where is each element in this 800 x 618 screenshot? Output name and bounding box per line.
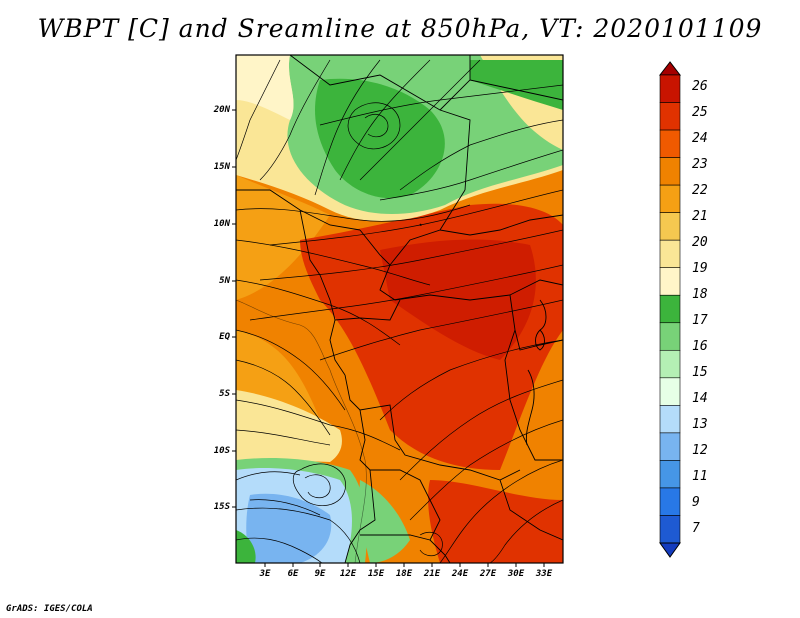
colorbar-box xyxy=(659,349,681,379)
lon-label: 27E xyxy=(479,569,497,579)
lat-label: EQ xyxy=(219,332,230,342)
colorbar-box xyxy=(659,487,681,516)
wbpt-field xyxy=(236,55,563,563)
colorbar-label: 26 xyxy=(692,79,708,94)
lat-label: 5N xyxy=(219,276,230,286)
lat-label: 10S xyxy=(213,446,230,456)
lon-label: 15E xyxy=(367,569,385,579)
streamlines xyxy=(236,59,563,563)
colorbar-box xyxy=(659,129,681,158)
colorbar-box xyxy=(659,515,681,544)
colorbar-box xyxy=(659,102,681,131)
country-borders xyxy=(236,55,563,563)
lon-label: 30E xyxy=(507,569,525,579)
colorbar-box xyxy=(659,267,681,296)
lon-label: 12E xyxy=(339,569,357,579)
lat-label: 5S xyxy=(219,389,230,399)
colorbar-box xyxy=(659,322,681,351)
lat-label: 20N xyxy=(213,105,230,115)
lat-label: 15N xyxy=(213,162,230,172)
lon-label: 24E xyxy=(451,569,469,579)
colorbar-box xyxy=(659,74,681,103)
map-frame xyxy=(235,54,564,564)
colorbar-label: 7 xyxy=(692,521,700,536)
colorbar-label: 21 xyxy=(692,209,708,224)
lon-ticks xyxy=(264,563,545,567)
colorbar-label: 22 xyxy=(692,183,708,198)
colorbar-label: 9 xyxy=(692,495,700,510)
lat-ticks xyxy=(232,109,236,508)
credit-text: GrADS: IGES/COLA xyxy=(6,604,93,614)
lon-label: 9E xyxy=(314,569,326,579)
colorbar-box xyxy=(659,184,681,213)
lat-label: 10N xyxy=(213,219,230,229)
colorbar-label: 14 xyxy=(692,391,708,406)
colorbar-box xyxy=(659,377,681,406)
lat-label: 15S xyxy=(213,502,230,512)
colorbar-label: 25 xyxy=(692,105,708,120)
colorbar-box xyxy=(659,432,681,461)
lon-label: 3E xyxy=(259,569,271,579)
colorbar-box xyxy=(659,460,681,489)
colorbar-label: 12 xyxy=(692,443,708,458)
colorbar-label: 16 xyxy=(692,339,708,354)
colorbar-label: 13 xyxy=(692,417,708,432)
colorbar-box xyxy=(659,405,681,434)
lon-label: 18E xyxy=(395,569,413,579)
colorbar xyxy=(658,61,682,558)
colorbar-box xyxy=(659,294,681,324)
colorbar-box xyxy=(659,239,681,269)
colorbar-label: 15 xyxy=(692,365,708,380)
colorbar-label: 23 xyxy=(692,157,708,172)
colorbar-label: 17 xyxy=(692,313,708,328)
colorbar-top-triangle xyxy=(658,61,682,76)
colorbar-label: 20 xyxy=(692,235,708,250)
colorbar-box xyxy=(659,157,681,186)
colorbar-label: 19 xyxy=(692,261,708,276)
colorbar-label: 11 xyxy=(692,469,708,484)
colorbar-bottom-triangle xyxy=(659,542,681,558)
colorbar-box xyxy=(659,212,681,241)
lon-label: 33E xyxy=(535,569,553,579)
lon-label: 6E xyxy=(287,569,299,579)
colorbar-label: 24 xyxy=(692,131,708,146)
chart-title: WBPT [C] and Sreamline at 850hPa, VT: 20… xyxy=(37,14,763,43)
colorbar-label: 18 xyxy=(692,287,708,302)
lon-label: 21E xyxy=(423,569,441,579)
